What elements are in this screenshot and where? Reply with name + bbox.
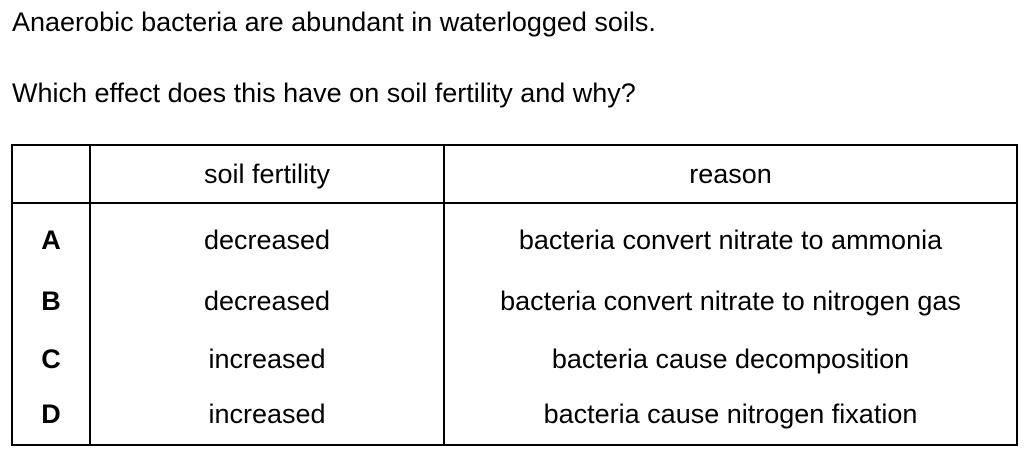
question-prompt: Which effect does this have on soil fert… xyxy=(12,78,636,108)
header-soil-fertility: soil fertility xyxy=(89,145,444,204)
answer-options-table: soil fertility reason A decreased bacter… xyxy=(11,144,1018,446)
table-row[interactable]: D increased bacteria cause nitrogen fixa… xyxy=(12,388,1017,445)
option-soil-fertility: decreased xyxy=(89,203,444,272)
table-row[interactable]: B decreased bacteria convert nitrate to … xyxy=(12,272,1017,330)
header-letter xyxy=(12,145,90,204)
option-soil-fertility: decreased xyxy=(89,272,444,330)
option-reason: bacteria convert nitrate to ammonia xyxy=(443,203,1017,272)
table-row[interactable]: C increased bacteria cause decomposition xyxy=(12,330,1017,388)
question-stem: Anaerobic bacteria are abundant in water… xyxy=(12,7,656,37)
option-reason: bacteria convert nitrate to nitrogen gas xyxy=(443,272,1017,330)
table-header-row: soil fertility reason xyxy=(12,145,1017,204)
option-reason: bacteria cause decomposition xyxy=(443,330,1017,388)
option-reason: bacteria cause nitrogen fixation xyxy=(443,388,1017,445)
option-letter: D xyxy=(41,398,61,429)
table-row[interactable]: A decreased bacteria convert nitrate to … xyxy=(12,203,1017,272)
header-reason: reason xyxy=(443,145,1017,204)
option-soil-fertility: increased xyxy=(89,330,444,388)
option-letter: B xyxy=(41,285,61,316)
option-letter: C xyxy=(41,343,61,374)
option-letter: A xyxy=(41,224,61,255)
option-soil-fertility: increased xyxy=(89,388,444,445)
